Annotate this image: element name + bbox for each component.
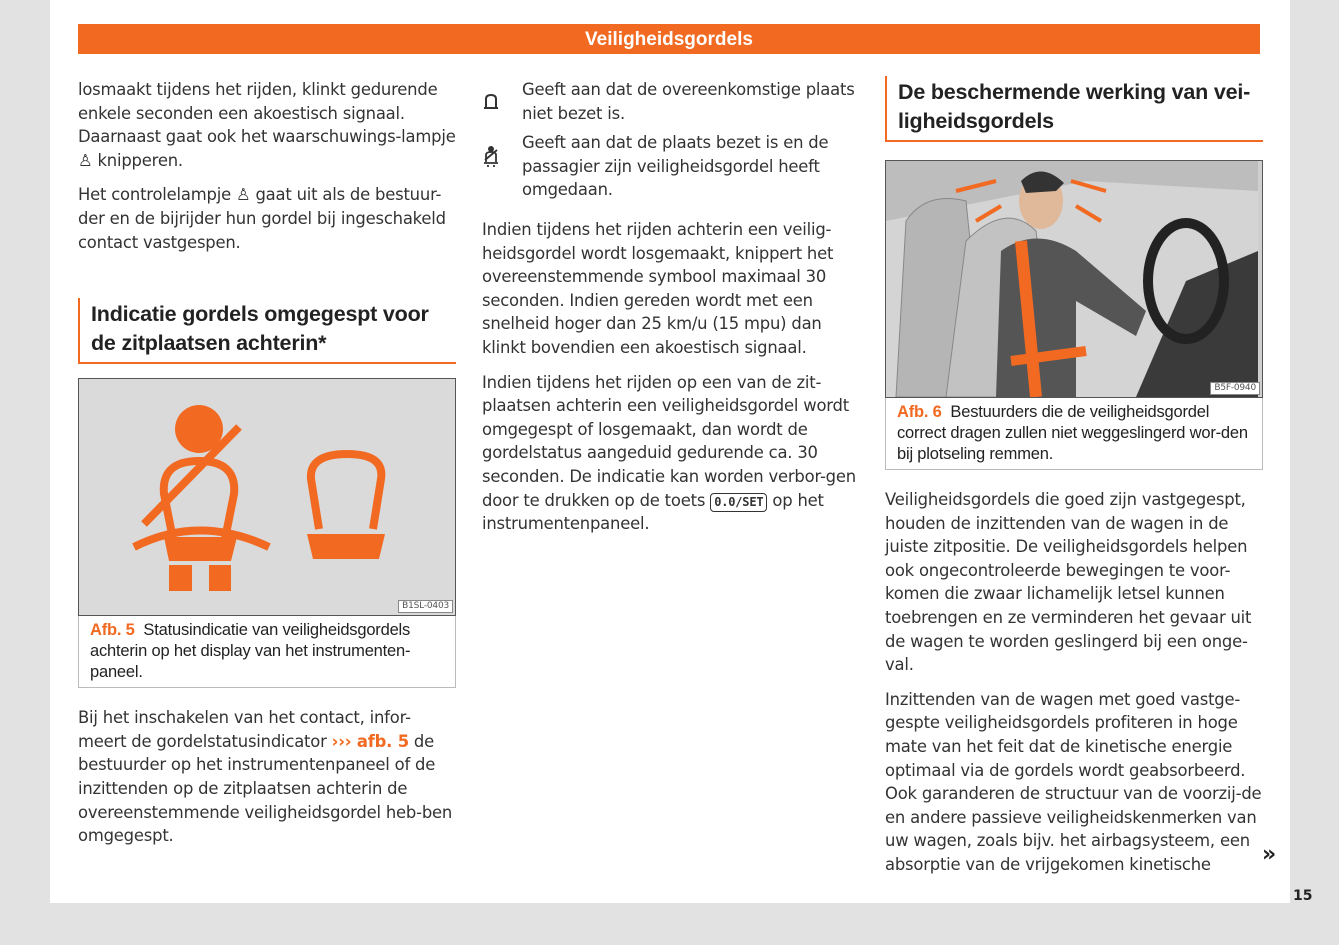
seat-belted-icon bbox=[482, 131, 522, 202]
paragraph: Indien tijdens het rijden achterin een v… bbox=[482, 219, 834, 357]
text: Bij het inschakelen van het contact, inf… bbox=[78, 708, 411, 751]
figure-label: Afb. 5 bbox=[90, 621, 135, 640]
section-heading: De beschermende werking van vei-ligheids… bbox=[885, 76, 1263, 142]
figure-code: B5F-0940 bbox=[1210, 382, 1260, 395]
seatbelt-status-illustration bbox=[132, 405, 386, 592]
continued-marker: » bbox=[1262, 842, 1277, 867]
section-header: Veiligheidsgordels bbox=[78, 24, 1260, 54]
figure-6: B5F-0940 bbox=[885, 160, 1263, 398]
seat-empty-icon bbox=[482, 78, 522, 125]
empty-seat-icon bbox=[306, 450, 386, 560]
text: gaat uit als de bestuur-der en de bijrij… bbox=[78, 185, 446, 252]
text: knipperen. bbox=[92, 150, 184, 170]
paragraph: Veiligheidsgordels die goed zijn vastgeg… bbox=[885, 490, 1252, 675]
set-key-icon: 0.0/SET bbox=[710, 492, 768, 512]
figure-5: B1SL-0403 bbox=[78, 378, 456, 617]
occupant-head-icon bbox=[175, 405, 223, 454]
paragraph: Inzittenden van de wagen met goed vastge… bbox=[885, 689, 1262, 874]
column-1: losmaakt tijdens het rijden, klinkt gedu… bbox=[78, 78, 456, 859]
seatbelt-warning-icon: ♙ bbox=[235, 185, 251, 205]
driver-seatbelt-photo bbox=[886, 161, 1258, 398]
caption-text: Statusindicatie van veiligheidsgordels a… bbox=[90, 621, 411, 682]
symbol-description: Geeft aan dat de plaats bezet is en de p… bbox=[522, 133, 829, 200]
belted-seat-icon bbox=[132, 424, 271, 551]
paragraph: losmaakt tijdens het rijden, klinkt gedu… bbox=[78, 78, 456, 172]
paragraph: Het controlelampje ♙ gaat uit als de bes… bbox=[78, 183, 456, 254]
figure-caption: Afb. 6 Bestuurders die de veiligheidsgor… bbox=[885, 398, 1263, 470]
caption-text: Bestuurders die de veiligheidsgordel cor… bbox=[897, 403, 1248, 463]
text: de bestuurder op het instrumentenpaneel … bbox=[78, 731, 453, 846]
paragraph: Bij het inschakelen van het contact, inf… bbox=[78, 706, 456, 848]
text: Indien tijdens het rijden op een van de … bbox=[482, 372, 856, 510]
figure-reference-link[interactable]: ››› afb. 5 bbox=[331, 731, 409, 751]
figure-label: Afb. 6 bbox=[897, 403, 942, 421]
text: Het controlelampje bbox=[78, 185, 236, 205]
column-3: De beschermende werking van vei-ligheids… bbox=[885, 76, 1263, 888]
section-heading: Indicatie gordels omgegespt voor de zitp… bbox=[78, 298, 456, 365]
text: op het instrumentenpaneel. bbox=[482, 490, 824, 534]
seatbelt-warning-icon: ♙ bbox=[78, 150, 93, 170]
symbol-item: Geeft aan dat de overeenkomstige plaats … bbox=[482, 78, 860, 125]
figure-code: B1SL-0403 bbox=[398, 600, 453, 614]
column-2: Geeft aan dat de overeenkomstige plaats … bbox=[482, 78, 860, 547]
symbol-item: Geeft aan dat de plaats bezet is en de p… bbox=[482, 131, 860, 202]
figure-caption: Afb. 5 Statusindicatie van veiligheidsgo… bbox=[78, 616, 456, 689]
page-number: 15 bbox=[1293, 888, 1313, 904]
text: losmaakt tijdens het rijden, klinkt gedu… bbox=[78, 80, 456, 147]
symbol-description: Geeft aan dat de overeenkomstige plaats … bbox=[522, 80, 855, 123]
paragraph: Indien tijdens het rijden op een van de … bbox=[482, 371, 860, 536]
